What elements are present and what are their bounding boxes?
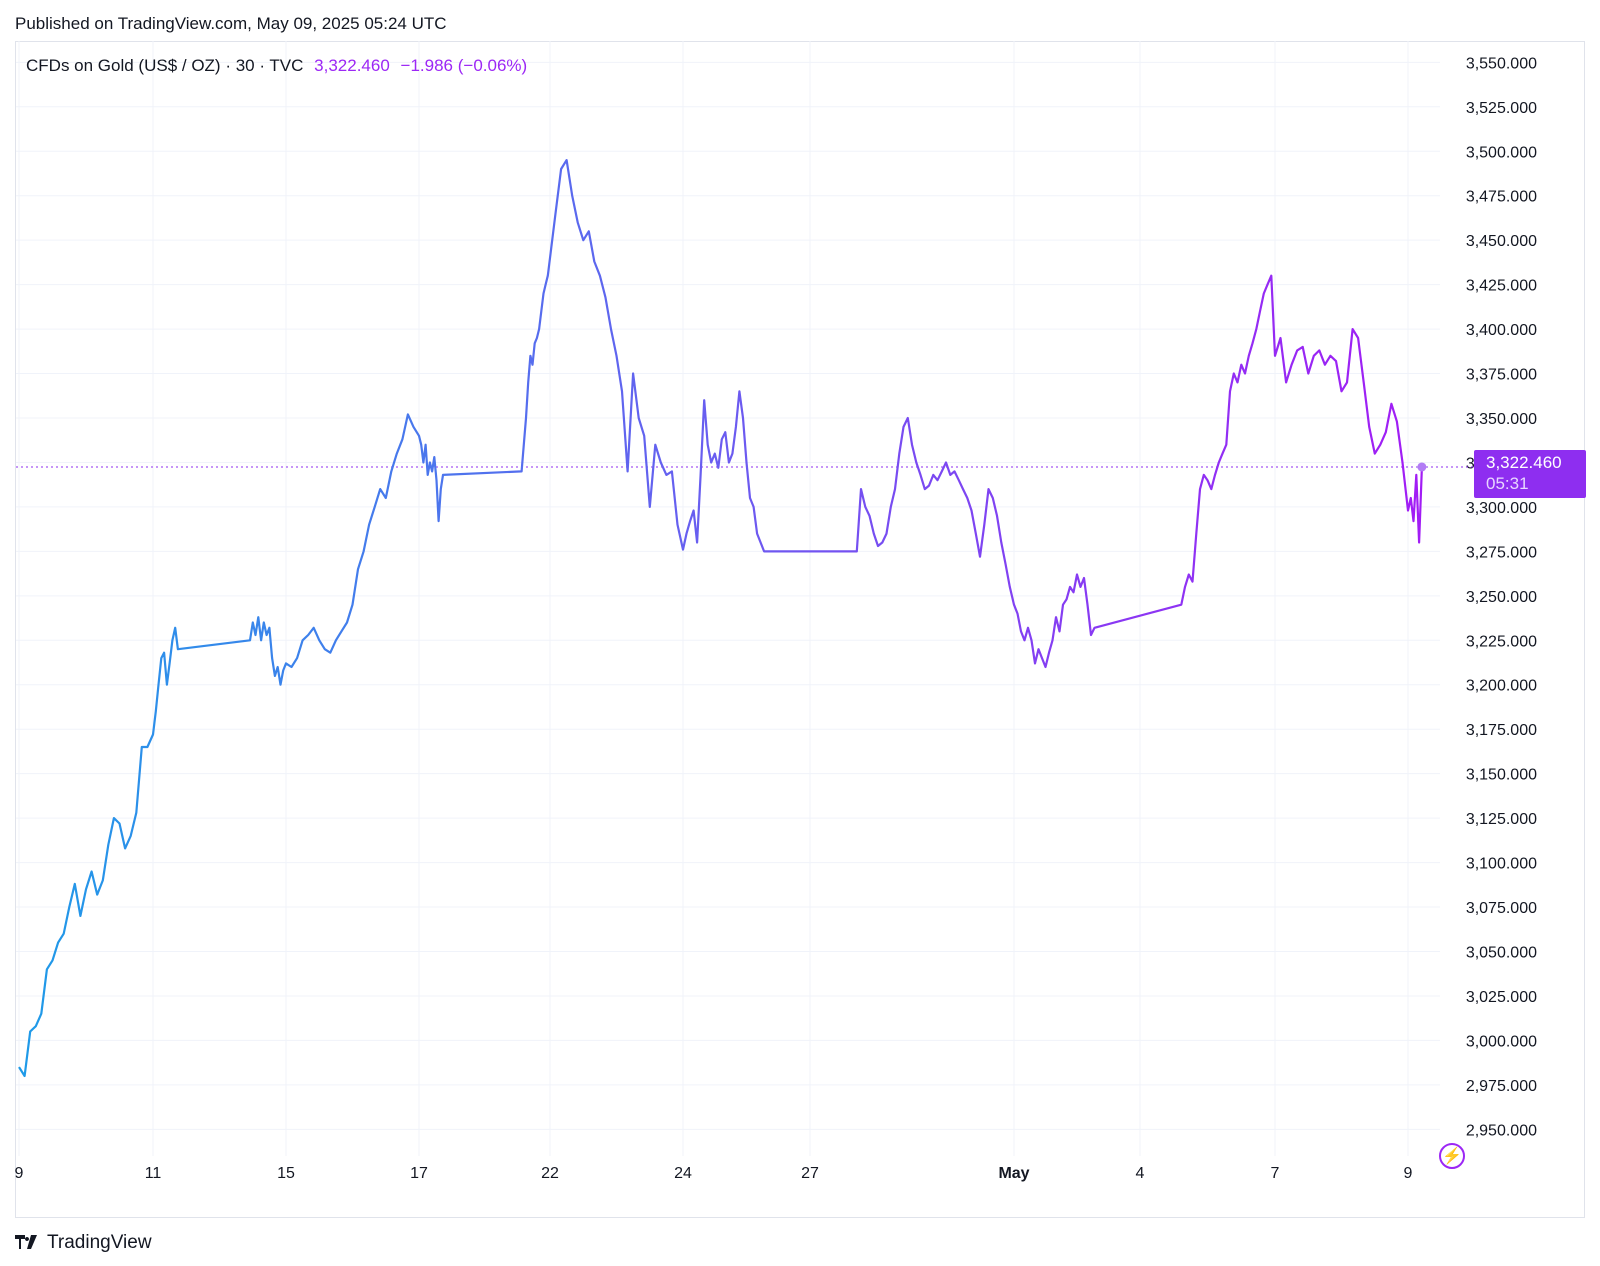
y-tick-label: 2,975.000	[1466, 1078, 1537, 1095]
y-tick-label: 3,550.000	[1466, 55, 1537, 72]
brand-name: TradingView	[47, 1232, 152, 1253]
y-tick-label: 3,375.000	[1466, 367, 1537, 384]
x-tick-label: 11	[145, 1165, 162, 1182]
tradingview-logo-icon	[15, 1233, 41, 1254]
y-tick-label: 3,475.000	[1466, 189, 1537, 206]
symbol-description[interactable]: CFDs on Gold (US$ / OZ) · 30 · TVC	[26, 56, 304, 75]
y-tick-label: 3,100.000	[1466, 856, 1537, 873]
x-tick-label: 22	[541, 1165, 559, 1182]
y-tick-label: 3,300.000	[1466, 500, 1537, 517]
y-tick-label: 3,225.000	[1466, 633, 1537, 650]
last-price-dot	[1417, 462, 1427, 472]
y-tick-label: 3,075.000	[1466, 900, 1537, 917]
y-tick-label: 3,275.000	[1466, 544, 1537, 561]
y-tick-label: 3,350.000	[1466, 411, 1537, 428]
symbol-legend: CFDs on Gold (US$ / OZ) · 30 · TVC 3,322…	[26, 56, 527, 76]
price-change: −1.986 (−0.06%)	[400, 56, 528, 75]
y-tick-label: 3,175.000	[1466, 722, 1537, 739]
y-tick-label: 3,425.000	[1466, 278, 1537, 295]
y-tick-label: 3,150.000	[1466, 767, 1537, 784]
tradingview-brand[interactable]: TradingView	[15, 1232, 152, 1254]
price-line[interactable]	[18, 159, 1423, 1078]
x-tick-label: 9	[15, 1165, 24, 1182]
x-tick-label: 15	[277, 1165, 295, 1182]
y-tick-label: 3,025.000	[1466, 989, 1537, 1006]
last-price-value: 3,322.460	[314, 56, 390, 75]
y-tick-label: 3,250.000	[1466, 589, 1537, 606]
y-tick-label: 3,450.000	[1466, 233, 1537, 250]
x-tick-label: May	[998, 1165, 1029, 1182]
y-tick-label: 3,125.000	[1466, 811, 1537, 828]
price-tag-value: 3,322.460	[1486, 453, 1562, 472]
y-tick-label: 2,950.000	[1466, 1122, 1537, 1139]
x-tick-label: 24	[674, 1165, 692, 1182]
y-tick-label: 3,200.000	[1466, 678, 1537, 695]
x-tick-label: 7	[1271, 1165, 1280, 1182]
chart-frame	[15, 41, 1585, 1218]
y-tick-label: 3,000.000	[1466, 1033, 1537, 1050]
y-tick-label: 3,500.000	[1466, 144, 1537, 161]
y-tick-label: 3,050.000	[1466, 944, 1537, 961]
y-tick-label: 3,525.000	[1466, 100, 1537, 117]
x-tick-label: 9	[1404, 1165, 1413, 1182]
published-line: Published on TradingView.com, May 09, 20…	[15, 14, 447, 33]
bar-countdown: 05:31	[1486, 474, 1529, 493]
y-tick-label: 3,400.000	[1466, 322, 1537, 339]
lightning-bolt-icon[interactable]: ⚡	[1439, 1143, 1465, 1169]
x-tick-label: 4	[1136, 1165, 1145, 1182]
x-tick-label: 27	[801, 1165, 819, 1182]
last-price-tag: 3,322.460 05:31	[1474, 450, 1586, 498]
x-tick-label: 17	[410, 1165, 428, 1182]
